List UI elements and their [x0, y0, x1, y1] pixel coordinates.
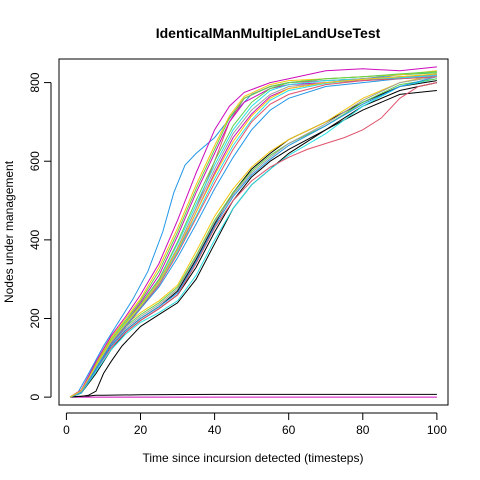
series-line-4 — [69, 82, 438, 398]
series-line-8 — [69, 78, 437, 398]
y-tick-label: 400 — [28, 230, 42, 250]
x-tick-label: 60 — [282, 423, 296, 437]
series-line-25 — [69, 73, 437, 398]
y-axis: 0 200 400 600 800 — [28, 72, 52, 400]
series-line-10 — [69, 74, 438, 398]
y-tick-label: 800 — [28, 72, 42, 92]
x-axis-label: Time since incursion detected (timesteps… — [143, 451, 364, 465]
series-line-7 — [69, 82, 438, 398]
series-line-17 — [69, 74, 437, 398]
series-line-11 — [69, 76, 437, 398]
series-line-24 — [69, 75, 437, 398]
series-line-20 — [69, 76, 437, 398]
y-tick-label: 0 — [28, 393, 42, 400]
y-axis-label: Nodes under management — [2, 160, 16, 303]
series-line-14 — [69, 74, 437, 398]
series-line-9 — [69, 76, 438, 398]
y-tick-label: 200 — [28, 308, 42, 328]
series-line-12 — [69, 72, 437, 398]
series-line-21 — [69, 76, 437, 398]
y-tick-label: 600 — [28, 151, 42, 171]
series-line-3 — [70, 90, 437, 398]
x-tick-label: 40 — [208, 423, 222, 437]
series-line-23 — [69, 66, 437, 398]
x-tick-label: 20 — [134, 423, 148, 437]
series-line-18 — [69, 74, 437, 398]
series-layer — [69, 66, 438, 398]
x-axis: 0 20 40 60 80 100 — [63, 412, 447, 437]
chart-title: IdenticalManMultipleLandUseTest — [156, 25, 381, 41]
series-line-15 — [69, 72, 437, 398]
x-tick-label: 100 — [427, 423, 447, 437]
x-tick-label: 80 — [356, 423, 370, 437]
series-line-6 — [69, 78, 438, 398]
series-line-13 — [69, 74, 437, 398]
series-line-19 — [69, 75, 437, 398]
x-tick-label: 0 — [63, 423, 70, 437]
plot-frame — [58, 58, 449, 406]
series-line-22 — [69, 71, 437, 398]
